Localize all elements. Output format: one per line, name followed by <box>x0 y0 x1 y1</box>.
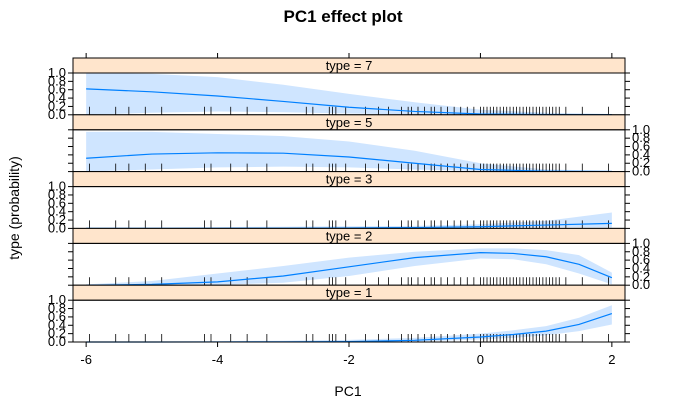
y-tick-label: 0.8 <box>632 130 650 145</box>
confidence-band <box>86 73 612 115</box>
fitted-line <box>86 152 612 173</box>
y-tick-label: 0.6 <box>632 139 650 154</box>
y-tick-label: 0.0 <box>632 164 650 179</box>
panel-strip-label: type = 2 <box>326 228 373 243</box>
panel-frame <box>72 299 626 343</box>
y-tick-label: 0.0 <box>48 107 66 122</box>
panel-strip-label: type = 3 <box>326 172 373 187</box>
y-tick-label: 0.2 <box>48 212 66 227</box>
panel-4: type = 2 0.00.20.40.60.81.0 <box>68 227 650 292</box>
y-tick-label: 0.8 <box>48 301 66 316</box>
y-tick-label: 0.6 <box>48 82 66 97</box>
y-tick-label: 0.4 <box>632 260 650 275</box>
x-axis-label: PC1 <box>334 383 361 399</box>
y-tick-label: 1.0 <box>48 292 66 307</box>
panel-5: type = 1 0.00.20.40.60.81.0 <box>48 284 630 349</box>
y-tick-label: 0.6 <box>48 309 66 324</box>
panel-strip-label: type = 7 <box>326 58 373 73</box>
y-tick-label: 0.2 <box>632 155 650 170</box>
y-tick-label: 0.0 <box>48 220 66 235</box>
y-tick-label: 0.6 <box>632 252 650 267</box>
y-tick-label: 1.0 <box>48 65 66 80</box>
panel-2: type = 5 0.00.20.40.60.81.0 <box>68 114 650 179</box>
y-tick-label: 0.4 <box>632 147 650 162</box>
y-tick-label: 0.2 <box>48 326 66 341</box>
y-axis-label: type (probability) <box>6 156 22 260</box>
x-tick-label-0: -6 <box>80 352 92 367</box>
y-tick-label: 0.4 <box>48 317 66 332</box>
confidence-band <box>86 131 612 172</box>
y-tick-label: 1.0 <box>632 235 650 250</box>
panel-strip-label: type = 1 <box>326 285 373 300</box>
panel-3: type = 3 0.00.20.40.60.81.0 <box>48 171 630 235</box>
x-tick-label-3: 0 <box>477 352 484 367</box>
fitted-line <box>86 251 613 286</box>
y-tick-label: 0.8 <box>48 187 66 202</box>
x-axis: -6 -4 -2 0 2 <box>80 53 615 367</box>
chart-title: PC1 effect plot <box>283 7 402 26</box>
y-tick-label: 0.4 <box>48 204 66 219</box>
y-tick-label: 0.2 <box>48 98 66 113</box>
x-tick-label-4: 2 <box>608 352 615 367</box>
y-tick-label: 0.2 <box>632 269 650 284</box>
y-tick-label: 0.0 <box>632 277 650 292</box>
y-tick-label: 0.8 <box>48 73 66 88</box>
y-tick-label: 0.4 <box>48 90 66 105</box>
x-tick-label-1: -4 <box>212 352 224 367</box>
y-tick-label: 0.6 <box>48 195 66 210</box>
panel-strip-label: type = 5 <box>326 115 373 130</box>
y-tick-label: 1.0 <box>48 179 66 194</box>
y-tick-label: 0.8 <box>632 244 650 259</box>
y-tick-label: 1.0 <box>632 122 650 137</box>
y-tick-label: 0.0 <box>48 334 66 349</box>
x-tick-label-2: -2 <box>343 352 355 367</box>
panel-1: type = 7 0.00.20.40.60.81.0 <box>48 57 630 122</box>
